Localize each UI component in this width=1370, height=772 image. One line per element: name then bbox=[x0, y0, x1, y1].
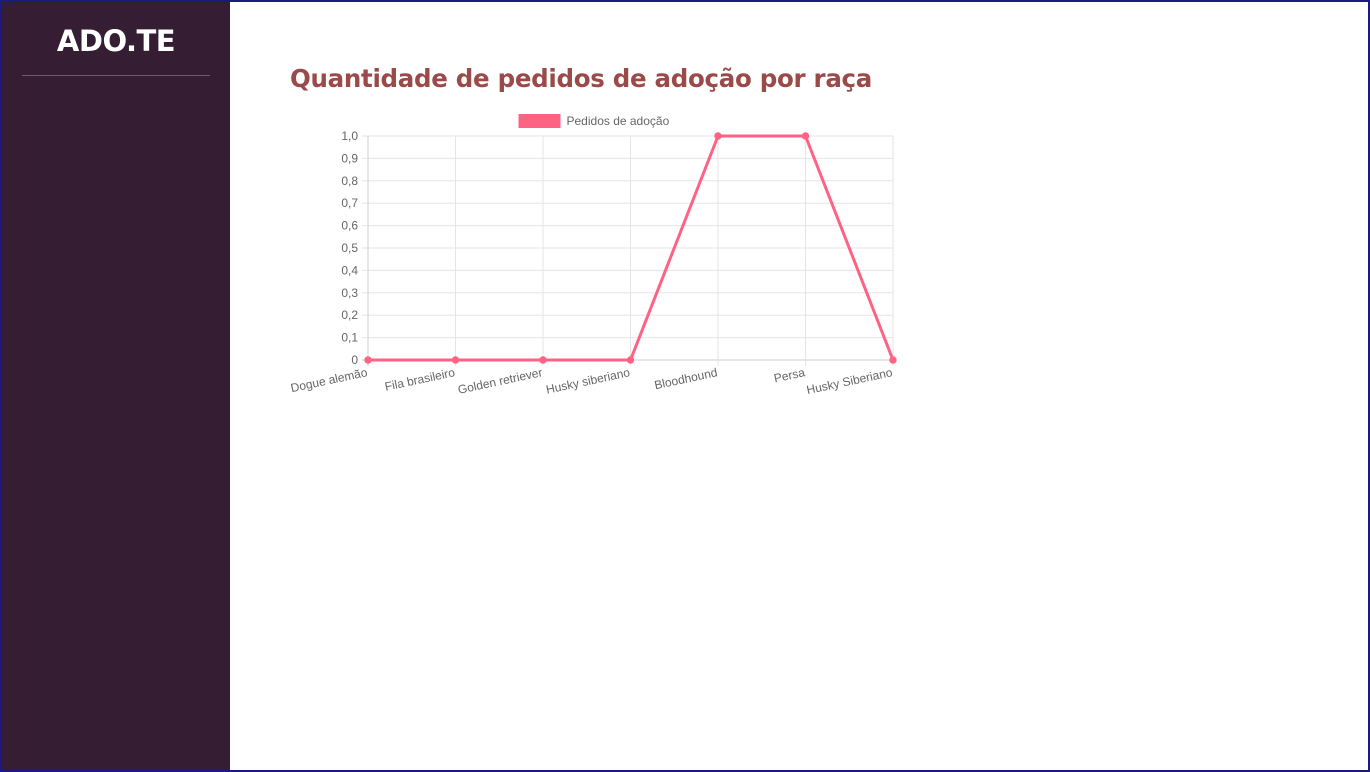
brand-logo[interactable]: ADO.TE bbox=[56, 24, 176, 58]
data-point bbox=[364, 356, 372, 364]
y-tick-label: 0,4 bbox=[341, 263, 358, 277]
y-tick-label: 0,1 bbox=[341, 331, 358, 345]
y-tick-label: 0,3 bbox=[341, 286, 358, 300]
x-tick-label: Husky Siberiano bbox=[805, 365, 894, 397]
data-point bbox=[451, 356, 460, 364]
x-tick-label: Persa bbox=[773, 365, 807, 385]
legend-label: Pedidos de adoção bbox=[567, 114, 670, 128]
y-tick-label: 0,6 bbox=[341, 219, 358, 233]
sidebar: ADO.TE bbox=[2, 2, 230, 770]
y-tick-label: 0,8 bbox=[341, 174, 358, 188]
y-tick-label: 1,0 bbox=[341, 129, 358, 143]
data-point bbox=[539, 356, 547, 364]
data-point bbox=[714, 132, 722, 140]
y-tick-label: 0,9 bbox=[341, 151, 358, 165]
data-point bbox=[889, 356, 897, 364]
x-tick-label: Bloodhound bbox=[653, 365, 719, 392]
data-point bbox=[801, 132, 810, 140]
y-tick-label: 0,2 bbox=[341, 308, 358, 322]
sidebar-divider bbox=[22, 75, 210, 76]
x-tick-label: Fila brasileiro bbox=[383, 365, 456, 394]
legend-swatch bbox=[518, 114, 561, 128]
page-title: Quantidade de pedidos de adoção por raça bbox=[290, 64, 873, 93]
y-tick-label: 0,5 bbox=[341, 241, 358, 255]
data-point bbox=[626, 356, 635, 364]
y-tick-label: 0 bbox=[351, 353, 358, 367]
main-content: Quantidade de pedidos de adoção por raça… bbox=[230, 2, 1368, 770]
x-tick-label: Husky siberiano bbox=[545, 365, 632, 397]
x-tick-label: Golden retriever bbox=[457, 365, 544, 397]
line-chart: 0 0,1 0,2 0,3 0,4 0,5 0,6 0,7 0,8 0,9 1,0 Dogue ale… bbox=[289, 114, 897, 397]
x-tick-label: Dogue alemão bbox=[289, 365, 369, 395]
y-tick-label: 0,7 bbox=[341, 196, 358, 210]
